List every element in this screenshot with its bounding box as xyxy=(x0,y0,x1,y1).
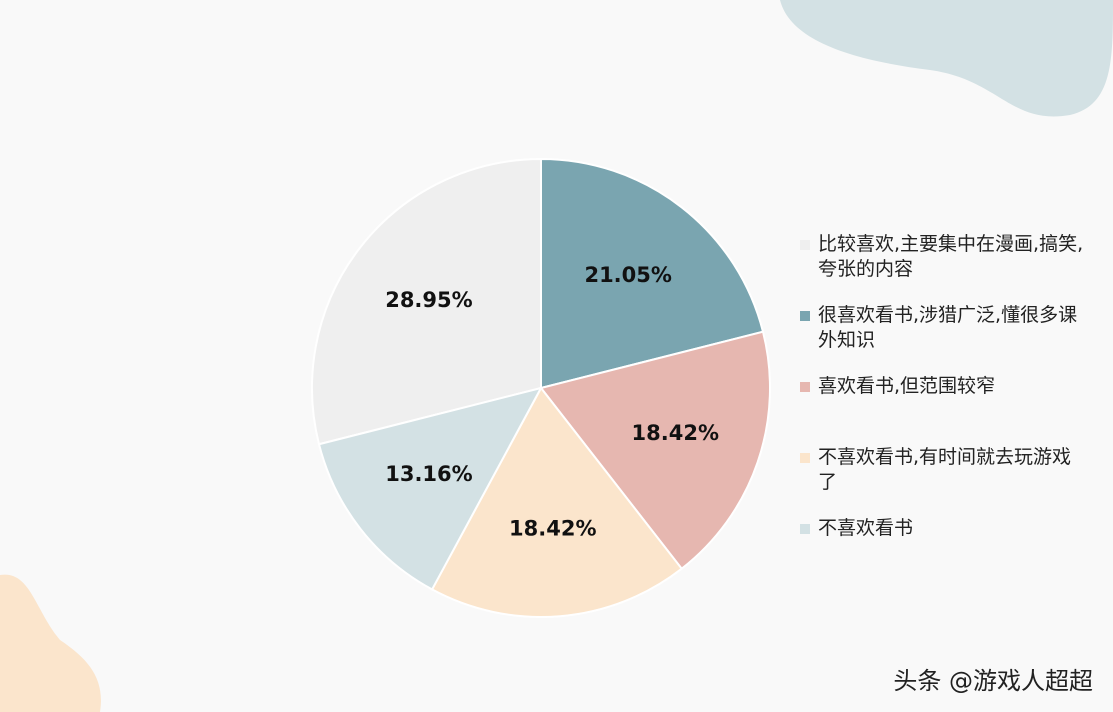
legend-swatch xyxy=(800,524,810,534)
legend-swatch xyxy=(800,311,810,321)
data-label: 21.05% xyxy=(584,263,671,287)
legend-item: 喜欢看书,但范围较窄 xyxy=(800,374,1090,445)
legend-label: 很喜欢看书,涉猎广泛,懂很多课外知识 xyxy=(818,304,1078,351)
decor-blob xyxy=(780,0,1113,117)
decor-blob xyxy=(0,574,101,712)
legend-label: 比较喜欢,主要集中在漫画,搞笑,夸张的内容 xyxy=(818,233,1084,280)
pie-slice xyxy=(539,330,771,571)
legend-item: 很喜欢看书,涉猎广泛,懂很多课外知识 xyxy=(800,303,1090,374)
legend-item: 不喜欢看书 xyxy=(800,516,1090,587)
pie-slice xyxy=(311,157,542,446)
legend-item: 比较喜欢,主要集中在漫画,搞笑,夸张的内容 xyxy=(800,232,1090,303)
data-label: 28.95% xyxy=(385,288,472,312)
pie-slice xyxy=(430,386,684,618)
legend-swatch xyxy=(800,240,810,250)
legend-item: 不喜欢看书,有时间就去玩游戏了 xyxy=(800,445,1090,516)
pie-slice xyxy=(317,386,543,591)
legend-swatch xyxy=(800,382,810,392)
data-label: 18.42% xyxy=(509,516,596,540)
data-label: 18.42% xyxy=(632,421,719,445)
legend-label: 不喜欢看书 xyxy=(818,517,914,539)
pie-slice xyxy=(540,157,765,390)
legend: 比较喜欢,主要集中在漫画,搞笑,夸张的内容 很喜欢看书,涉猎广泛,懂很多课外知识喜… xyxy=(800,232,1090,587)
legend-label: 喜欢看书,但范围较窄 xyxy=(818,375,996,397)
pie: 28.95% 21.05% 18.42% 18.42% 13.16% xyxy=(311,157,771,618)
legend-swatch xyxy=(800,453,810,463)
watermark: 头条 @游戏人超超 xyxy=(893,667,1093,695)
legend-label: 不喜欢看书,有时间就去玩游戏了 xyxy=(818,446,1072,493)
data-label: 13.16% xyxy=(385,462,472,486)
